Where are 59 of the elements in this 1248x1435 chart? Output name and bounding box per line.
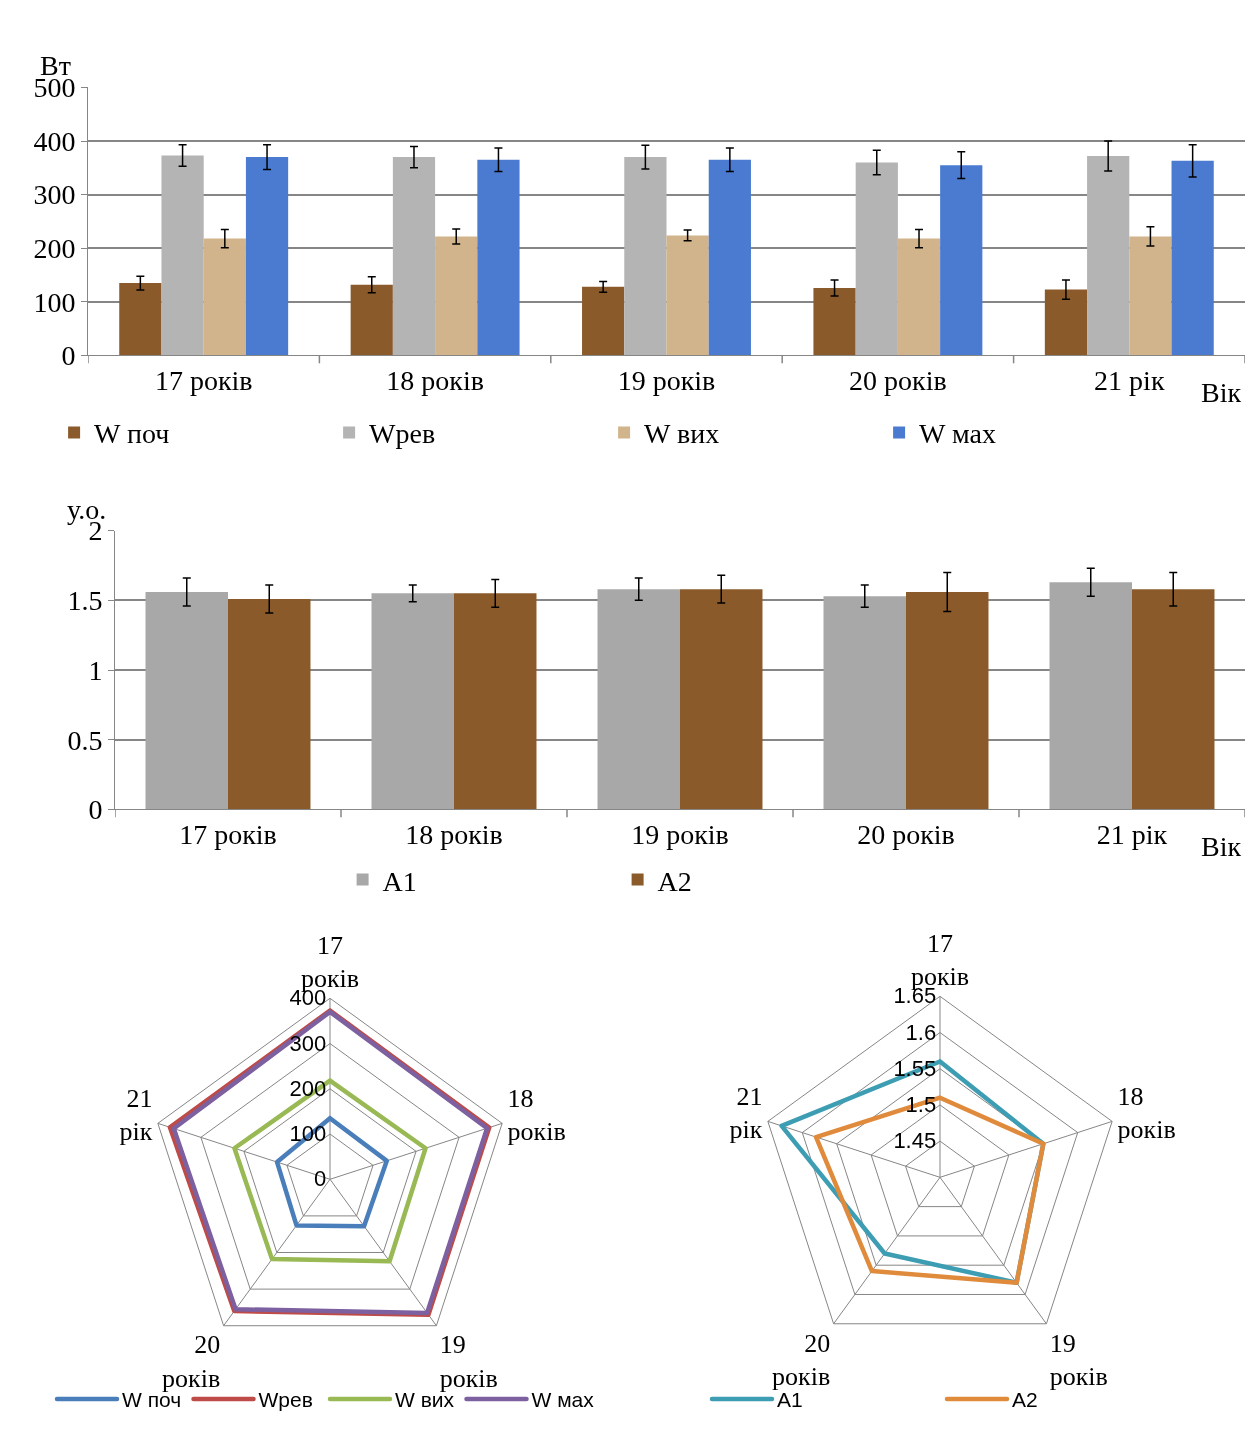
bar <box>245 157 289 356</box>
y-tick-label: 300 <box>289 1030 327 1056</box>
y-tick-label: 1.5 <box>67 585 103 617</box>
legend-label: W мах <box>919 418 996 450</box>
y-tick-label: 200 <box>33 233 76 265</box>
x-tick-label: 19 років <box>617 365 716 397</box>
legend-label: A2 <box>657 865 692 897</box>
y-tick-label: 400 <box>33 125 76 157</box>
x-tick-label: 19 років <box>631 819 729 851</box>
y-tick-label: 0 <box>313 1166 327 1192</box>
bar <box>350 284 393 356</box>
spoke-label: 21 рік <box>119 1083 153 1147</box>
bar <box>119 283 162 356</box>
bar <box>940 165 983 356</box>
bar <box>477 159 520 356</box>
y-tick-label: 1.6 <box>905 1019 937 1045</box>
legend-label: W мах <box>531 1388 595 1412</box>
x-tick-label: 17 років <box>179 819 277 851</box>
x-tick-label: 18 років <box>386 365 484 397</box>
bar <box>161 155 204 356</box>
x-tick-label: 20 років <box>857 819 955 851</box>
bar <box>1044 289 1088 356</box>
legend-label: Wрев <box>258 1388 313 1412</box>
bar <box>624 157 667 356</box>
x-axis-title: Вік <box>1201 831 1242 862</box>
bar <box>897 238 941 356</box>
spoke-label: 19 років <box>1049 1328 1108 1392</box>
legend-label: Wрев <box>369 418 436 450</box>
x-tick-label: 21 рік <box>1094 365 1165 397</box>
y-tick-label: 300 <box>33 179 76 211</box>
bar <box>582 286 625 356</box>
x-tick-label: 20 років <box>849 365 947 397</box>
legend-label: W вих <box>644 418 720 450</box>
bar <box>1087 156 1130 356</box>
y-tick-label: 0 <box>88 794 103 826</box>
spoke-label: 18 років <box>507 1083 566 1147</box>
legend-label: A1 <box>382 865 417 897</box>
bar <box>203 238 246 356</box>
y-tick-label: 0 <box>61 340 76 372</box>
bar <box>1129 236 1172 356</box>
legend-label: W поч <box>94 418 170 450</box>
y-tick-label: 1 <box>88 654 103 686</box>
spoke-label: 21 рік <box>729 1081 763 1145</box>
bar <box>708 159 751 356</box>
bar <box>435 236 478 356</box>
x-tick-label: 21 рік <box>1096 819 1168 851</box>
y-tick-label: 1.45 <box>893 1128 937 1154</box>
bar <box>1171 160 1214 356</box>
spoke-label: 18 років <box>1117 1081 1176 1145</box>
bar <box>855 162 898 356</box>
y-tick-label: 100 <box>33 286 76 318</box>
x-axis-title: Вік <box>1201 377 1242 408</box>
bar <box>666 235 709 356</box>
bar <box>392 157 436 356</box>
y-tick-label: 0.5 <box>67 724 103 756</box>
x-tick-label: 18 років <box>405 819 503 851</box>
bar <box>813 287 856 356</box>
x-tick-label: 17 років <box>154 365 253 397</box>
legend-label: A2 <box>1012 1388 1038 1412</box>
